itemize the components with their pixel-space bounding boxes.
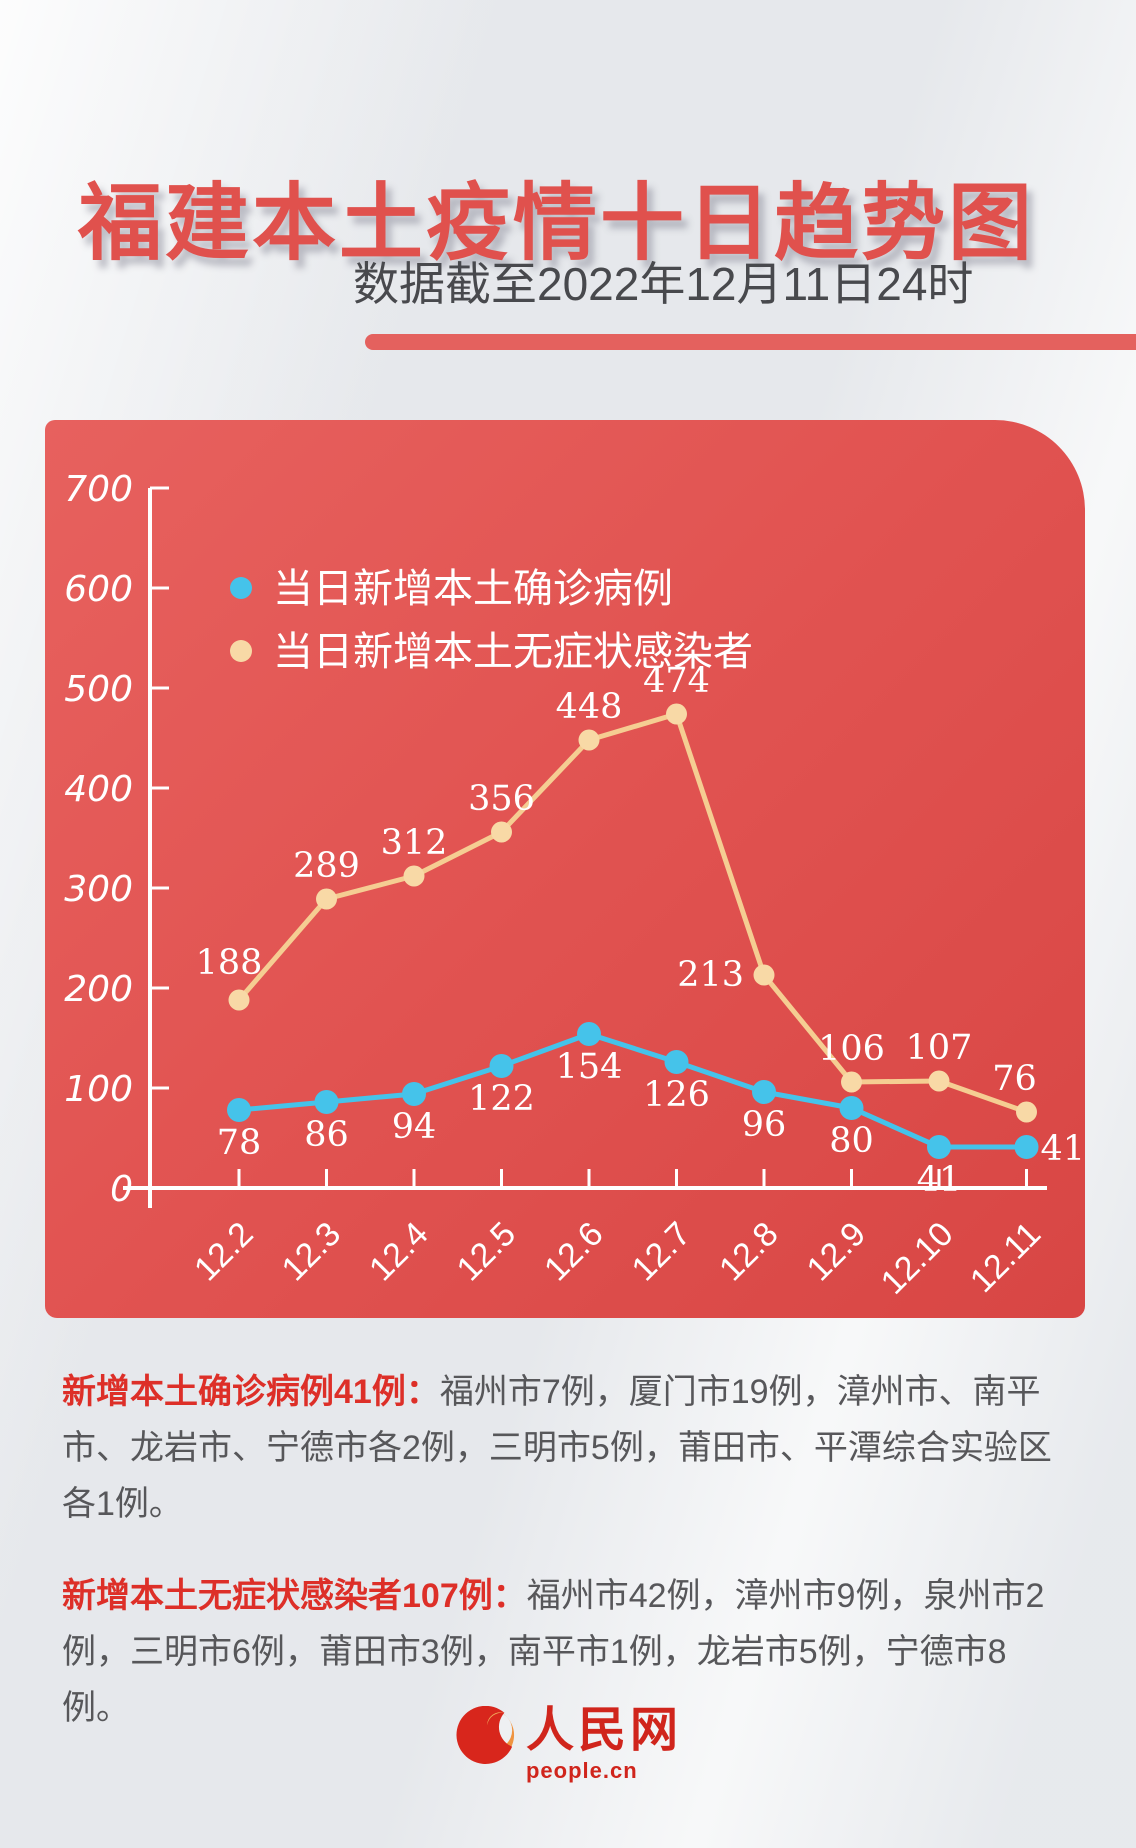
value-label: 106 [818, 1029, 885, 1069]
page-title: 福建本土疫情十日趋势图 [78, 176, 1036, 271]
footer-logo: 人民网 people.cn [0, 1706, 1136, 1784]
value-label: 154 [556, 1047, 623, 1087]
people-cn-logo-icon [456, 1706, 515, 1764]
value-label: 126 [643, 1075, 710, 1115]
note-confirmed-lead: 新增本土确诊病例41例： [62, 1373, 440, 1411]
y-tick-label: 100 [64, 1069, 133, 1110]
series-line [236, 1031, 1029, 1150]
value-label: 122 [468, 1079, 535, 1119]
data-point-dot [927, 1135, 951, 1159]
data-point-dot [316, 888, 337, 910]
value-label: 86 [304, 1115, 349, 1155]
note-confirmed-body: 福州市7例，厦门市19例，漳州市、南平市、龙岩市、宁德市各2例，三明市5例，莆田… [62, 1373, 1052, 1524]
x-tick-label: 12.7 [624, 1215, 698, 1289]
x-tick-label: 12.5 [449, 1215, 523, 1289]
data-point-dot [841, 1071, 862, 1093]
legend-label: 当日新增本土无症状感染者 [273, 630, 753, 674]
note-asymptomatic: 新增本土无症状感染者107例：福州市42例，漳州市9例，泉州市2例，三明市6例，… [62, 1568, 1074, 1736]
logo-cn-text: 人民网 [525, 1702, 682, 1758]
y-tick-label: 600 [64, 569, 133, 610]
value-label: 289 [293, 846, 360, 886]
data-point-dot [928, 1070, 950, 1092]
data-point-dot [753, 964, 775, 986]
y-tick-label: 300 [64, 869, 133, 910]
x-tick-label: 12.9 [799, 1215, 873, 1289]
legend-dot [230, 640, 252, 662]
data-point-dot [577, 1022, 601, 1046]
x-tick-label: 12.6 [537, 1215, 611, 1289]
data-point-dot [402, 1082, 426, 1106]
value-label: 78 [217, 1123, 262, 1163]
note-asymptomatic-body: 福州市42例，漳州市9例，泉州市2例，三明市6例，莆田市3例，南平市1例，龙岩市… [62, 1577, 1045, 1728]
x-tick-label: 12.2 [187, 1215, 261, 1289]
data-point-dot [752, 1080, 776, 1104]
value-label: 41 [1041, 1129, 1086, 1169]
x-tick-label: 12.11 [963, 1215, 1048, 1300]
x-tick-label: 12.8 [712, 1215, 786, 1289]
value-label: 107 [906, 1028, 973, 1068]
notes-section: 新增本土确诊病例41例：福州市7例，厦门市19例，漳州市、南平市、龙岩市、宁德市… [62, 1364, 1074, 1773]
people-cn-logo-text: 人民网 people.cn [526, 1706, 682, 1784]
y-tick-label: 500 [64, 669, 133, 710]
value-label: 96 [742, 1105, 787, 1145]
note-asymptomatic-lead: 新增本土无症状感染者107例： [62, 1577, 527, 1616]
data-point-dot [1016, 1101, 1037, 1123]
value-label: 41 [917, 1160, 962, 1200]
y-tick-label: 200 [64, 969, 133, 1010]
data-point-dot [491, 821, 512, 843]
value-label: 474 [643, 661, 710, 701]
y-tick-label: 700 [64, 469, 133, 510]
value-label: 213 [677, 955, 744, 995]
x-tick-label: 12.3 [274, 1215, 348, 1289]
x-tick-label: 12.10 [874, 1215, 961, 1302]
value-label: 188 [196, 943, 263, 983]
data-point-dot [314, 1090, 339, 1114]
data-cutoff-subtitle: 数据截至2022年12月11日24时 [353, 258, 974, 310]
data-point-dot [403, 865, 425, 887]
accent-band [365, 334, 1136, 350]
y-tick-label: 400 [64, 769, 133, 810]
data-point-dot [666, 703, 687, 725]
value-label: 76 [992, 1059, 1037, 1099]
value-label: 80 [829, 1121, 874, 1161]
value-label: 312 [381, 823, 448, 863]
x-tick-label: 12.4 [362, 1215, 436, 1289]
chart-panel: 0 100 200 300 400 500 600 700 12.2 12.3 12.4 12.5 12… [45, 420, 1085, 1318]
data-point-dot [1014, 1135, 1039, 1159]
series-line [236, 711, 1029, 1115]
value-label: 356 [468, 779, 535, 819]
legend-dot [230, 577, 252, 599]
data-point-dot [578, 729, 600, 751]
data-point-dot [489, 1054, 514, 1078]
logo-en-text: people.cn [525, 1758, 638, 1783]
y-tick-label: 0 [110, 1169, 133, 1210]
value-label: 94 [392, 1107, 437, 1147]
data-point-dot [228, 989, 250, 1011]
data-point-dot [227, 1098, 251, 1122]
value-label: 448 [556, 687, 623, 727]
data-point-dot [839, 1096, 864, 1120]
note-confirmed: 新增本土确诊病例41例：福州市7例，厦门市19例，漳州市、南平市、龙岩市、宁德市… [62, 1364, 1074, 1532]
data-point-dot [664, 1050, 689, 1074]
legend-label: 当日新增本土确诊病例 [273, 567, 673, 611]
